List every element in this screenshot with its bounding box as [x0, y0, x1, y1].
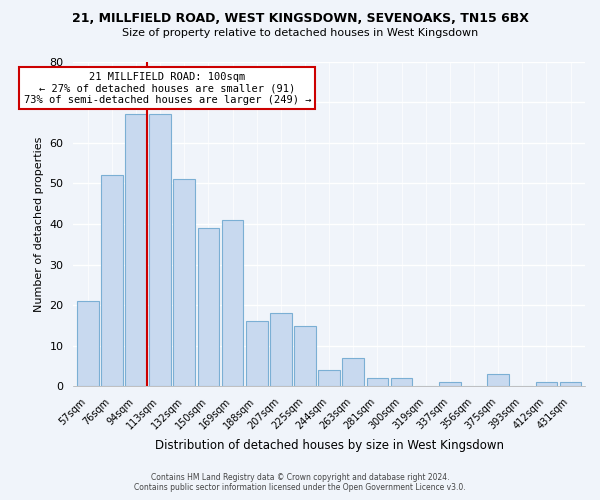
- Bar: [197, 228, 219, 386]
- Bar: [487, 374, 509, 386]
- Bar: [367, 378, 388, 386]
- Bar: [149, 114, 171, 386]
- Bar: [294, 326, 316, 386]
- Y-axis label: Number of detached properties: Number of detached properties: [34, 136, 44, 312]
- Bar: [101, 175, 122, 386]
- Bar: [318, 370, 340, 386]
- Text: Contains HM Land Registry data © Crown copyright and database right 2024.
Contai: Contains HM Land Registry data © Crown c…: [134, 473, 466, 492]
- Bar: [536, 382, 557, 386]
- Text: 21 MILLFIELD ROAD: 100sqm
← 27% of detached houses are smaller (91)
73% of semi-: 21 MILLFIELD ROAD: 100sqm ← 27% of detac…: [23, 72, 311, 105]
- Text: 21, MILLFIELD ROAD, WEST KINGSDOWN, SEVENOAKS, TN15 6BX: 21, MILLFIELD ROAD, WEST KINGSDOWN, SEVE…: [71, 12, 529, 26]
- Bar: [343, 358, 364, 386]
- X-axis label: Distribution of detached houses by size in West Kingsdown: Distribution of detached houses by size …: [155, 440, 503, 452]
- Bar: [221, 220, 244, 386]
- Text: Size of property relative to detached houses in West Kingsdown: Size of property relative to detached ho…: [122, 28, 478, 38]
- Bar: [560, 382, 581, 386]
- Bar: [246, 322, 268, 386]
- Bar: [439, 382, 461, 386]
- Bar: [173, 180, 195, 386]
- Bar: [391, 378, 412, 386]
- Bar: [270, 314, 292, 386]
- Bar: [125, 114, 147, 386]
- Bar: [77, 301, 98, 386]
